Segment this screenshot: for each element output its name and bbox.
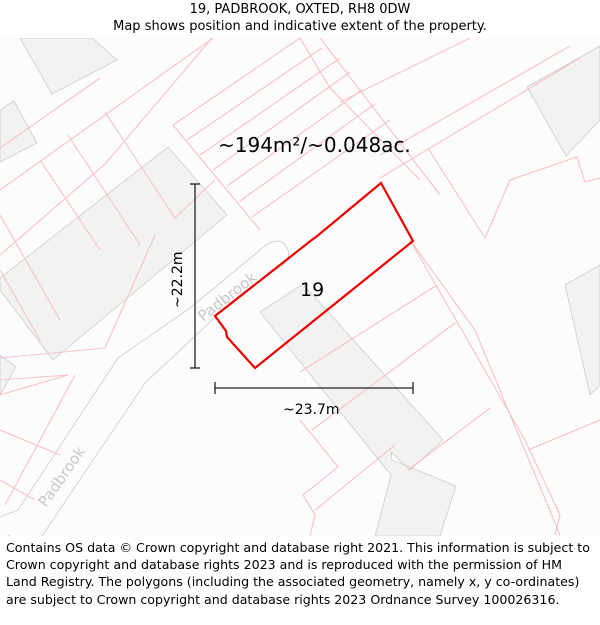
subject-property-outline[interactable] bbox=[213, 181, 415, 370]
property-address-title: 19, PADBROOK, OXTED, RH8 0DW bbox=[189, 2, 411, 17]
dimension-vertical-label: ~22.2m bbox=[170, 251, 186, 308]
dimension-horizontal bbox=[214, 382, 414, 394]
dimension-horizontal-label: ~23.7m bbox=[283, 402, 340, 418]
parcel-boundaries bbox=[0, 38, 600, 536]
property-number-label: 19 bbox=[300, 279, 324, 301]
road-label-padbrook-lower: Padbrook bbox=[35, 443, 90, 510]
copyright-attribution: Contains OS data © Crown copyright and d… bbox=[6, 540, 590, 607]
area-label: ~194m²/~0.048ac. bbox=[218, 133, 411, 157]
property-map[interactable]: ~194m²/~0.048ac. 19 ~22.2m ~23.7m Padbro… bbox=[0, 38, 600, 536]
map-header: 19, PADBROOK, OXTED, RH8 0DW Map shows p… bbox=[0, 0, 600, 38]
map-subtitle: Map shows position and indicative extent… bbox=[113, 19, 487, 34]
dimension-vertical bbox=[190, 183, 200, 369]
